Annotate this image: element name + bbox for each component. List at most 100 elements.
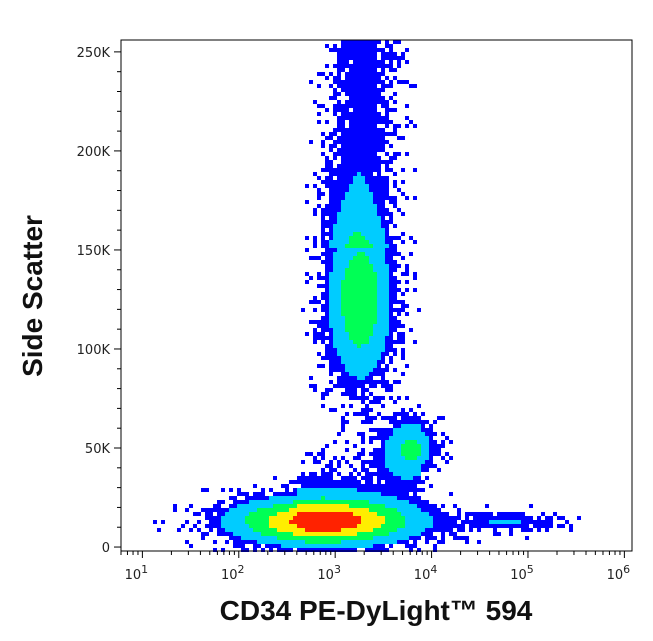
density-cell: [357, 396, 361, 400]
density-cell: [421, 528, 425, 532]
density-cell: [413, 504, 417, 508]
density-cell: [389, 288, 393, 292]
density-cell: [373, 120, 377, 124]
density-cell: [341, 56, 345, 60]
density-cell: [301, 472, 305, 476]
density-cell: [421, 520, 425, 524]
density-cell: [333, 344, 337, 348]
density-cell: [421, 480, 425, 484]
density-cell: [337, 248, 341, 252]
density-cell: [373, 496, 377, 500]
density-cell: [381, 368, 385, 372]
density-cell: [365, 104, 369, 108]
density-cell: [465, 540, 469, 544]
density-cell: [373, 108, 377, 112]
density-cell: [309, 276, 313, 280]
density-cell: [357, 136, 361, 140]
density-cell: [349, 272, 353, 276]
density-cell: [405, 412, 409, 416]
density-cell: [377, 100, 381, 104]
density-cell: [225, 516, 229, 520]
density-cell: [401, 80, 405, 84]
density-cell: [341, 148, 345, 152]
density-cell: [313, 524, 317, 528]
density-cell: [345, 272, 349, 276]
density-cell: [421, 512, 425, 516]
density-cell: [385, 512, 389, 516]
density-cell: [213, 524, 217, 528]
density-cell: [421, 436, 425, 440]
density-cell: [325, 512, 329, 516]
density-cell: [345, 348, 349, 352]
density-cell: [185, 508, 189, 512]
density-cell: [349, 256, 353, 260]
density-cell: [329, 324, 333, 328]
density-cell: [369, 372, 373, 376]
density-cell: [373, 116, 377, 120]
density-cell: [333, 496, 337, 500]
density-cell: [381, 320, 385, 324]
density-cell: [533, 520, 537, 524]
density-cell: [285, 524, 289, 528]
density-cell: [173, 504, 177, 508]
density-cell: [317, 536, 321, 540]
density-cell: [225, 512, 229, 516]
density-cell: [393, 516, 397, 520]
density-cell: [365, 332, 369, 336]
x-axis-title: CD34 PE-DyLight™ 594: [220, 595, 533, 626]
density-cell: [493, 532, 497, 536]
density-cell: [317, 72, 321, 76]
density-cell: [353, 56, 357, 60]
density-cell: [369, 56, 373, 60]
density-cell: [357, 312, 361, 316]
density-cell: [345, 256, 349, 260]
density-cell: [377, 224, 381, 228]
density-cell: [389, 252, 393, 256]
density-cell: [369, 272, 373, 276]
density-cell: [253, 536, 257, 540]
density-cell: [377, 468, 381, 472]
density-cell: [337, 244, 341, 248]
density-cell: [373, 384, 377, 388]
density-cell: [413, 436, 417, 440]
density-cell: [329, 72, 333, 76]
density-cell: [357, 340, 361, 344]
density-cell: [401, 476, 405, 480]
density-cell: [245, 540, 249, 544]
density-cell: [345, 440, 349, 444]
density-cell: [313, 548, 317, 552]
density-cell: [397, 320, 401, 324]
density-cell: [389, 52, 393, 56]
density-cell: [385, 168, 389, 172]
density-cell: [261, 500, 265, 504]
density-cell: [497, 532, 501, 536]
density-cell: [373, 284, 377, 288]
density-cell: [401, 516, 405, 520]
density-cell: [365, 416, 369, 420]
density-cell: [413, 416, 417, 420]
density-cell: [245, 536, 249, 540]
density-cell: [289, 480, 293, 484]
density-cell: [445, 524, 449, 528]
density-cell: [333, 108, 337, 112]
density-cell: [397, 436, 401, 440]
density-cell: [341, 128, 345, 132]
density-cell: [317, 176, 321, 180]
density-cell: [277, 528, 281, 532]
density-cell: [409, 528, 413, 532]
density-cell: [313, 172, 317, 176]
density-cell: [305, 536, 309, 540]
density-cell: [361, 540, 365, 544]
density-cell: [353, 532, 357, 536]
density-cell: [313, 308, 317, 312]
density-cell: [409, 448, 413, 452]
density-cell: [365, 348, 369, 352]
density-cell: [301, 460, 305, 464]
density-cell: [373, 316, 377, 320]
density-cell: [433, 464, 437, 468]
density-cell: [337, 184, 341, 188]
density-cell: [385, 444, 389, 448]
density-cell: [301, 512, 305, 516]
density-cell: [381, 528, 385, 532]
density-cell: [305, 200, 309, 204]
